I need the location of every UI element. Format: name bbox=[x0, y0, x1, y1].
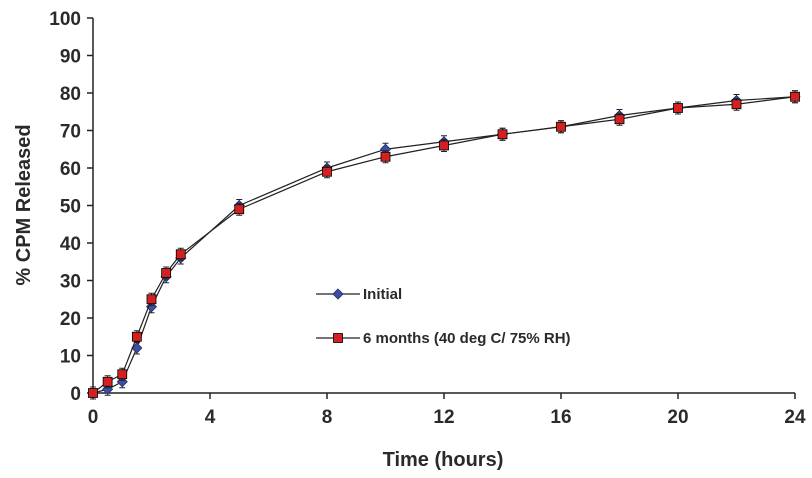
legend-marker bbox=[333, 333, 343, 343]
data-point bbox=[439, 140, 449, 151]
x-tick-label: 8 bbox=[322, 407, 333, 428]
x-tick-label: 4 bbox=[205, 407, 216, 428]
series-2 bbox=[88, 90, 800, 400]
data-point bbox=[614, 114, 625, 125]
data-point bbox=[380, 151, 391, 162]
y-tick-label: 60 bbox=[60, 159, 81, 180]
legend-label: 6 months (40 deg C/ 75% RH) bbox=[363, 330, 571, 347]
legend: Initial 6 months (40 deg C/ 75% RH) bbox=[316, 286, 571, 347]
legend-label: Initial bbox=[363, 286, 402, 303]
data-point bbox=[102, 376, 113, 387]
data-point bbox=[116, 376, 128, 388]
legend-marker bbox=[332, 288, 344, 300]
y-tick-label: 90 bbox=[60, 47, 81, 68]
y-tick-label: 80 bbox=[60, 84, 81, 105]
y-tick-label: 30 bbox=[60, 272, 81, 293]
data-point bbox=[88, 388, 98, 398]
legend-item-2: 6 months (40 deg C/ 75% RH) bbox=[316, 330, 571, 347]
data-point bbox=[673, 103, 683, 113]
data-point bbox=[131, 331, 142, 342]
y-tick-label: 20 bbox=[60, 309, 81, 330]
x-tick-label: 0 bbox=[88, 407, 99, 428]
x-tick-label: 24 bbox=[784, 407, 806, 428]
y-tick-label: 10 bbox=[60, 347, 81, 368]
data-point bbox=[102, 383, 114, 395]
data-point bbox=[234, 204, 245, 215]
series-layer bbox=[87, 90, 801, 400]
y-axis-title: % CPM Released bbox=[13, 124, 35, 285]
legend-item-1: Initial bbox=[316, 286, 402, 303]
data-point bbox=[556, 121, 566, 132]
axes: 0 10 20 30 40 50 60 70 80 90 100 0 4 8 12 16 20 24 bbox=[49, 9, 806, 428]
x-tick-label: 12 bbox=[433, 407, 454, 428]
data-point bbox=[146, 294, 157, 305]
data-point bbox=[161, 268, 172, 278]
data-point bbox=[497, 129, 508, 140]
data-point bbox=[117, 369, 128, 380]
x-tick-label: 20 bbox=[667, 407, 688, 428]
data-point bbox=[790, 91, 800, 102]
x-axis-title: Time (hours) bbox=[383, 449, 504, 471]
data-point bbox=[175, 249, 186, 260]
y-tick-label: 100 bbox=[49, 9, 81, 30]
y-tick-label: 40 bbox=[60, 234, 81, 255]
y-tick-label: 50 bbox=[60, 197, 81, 218]
y-tick-label: 70 bbox=[60, 122, 81, 143]
y-tick-label: 0 bbox=[70, 384, 81, 405]
data-point bbox=[322, 166, 332, 177]
data-point bbox=[731, 99, 742, 110]
x-tick-label: 16 bbox=[550, 407, 571, 428]
series-1 bbox=[87, 90, 801, 400]
